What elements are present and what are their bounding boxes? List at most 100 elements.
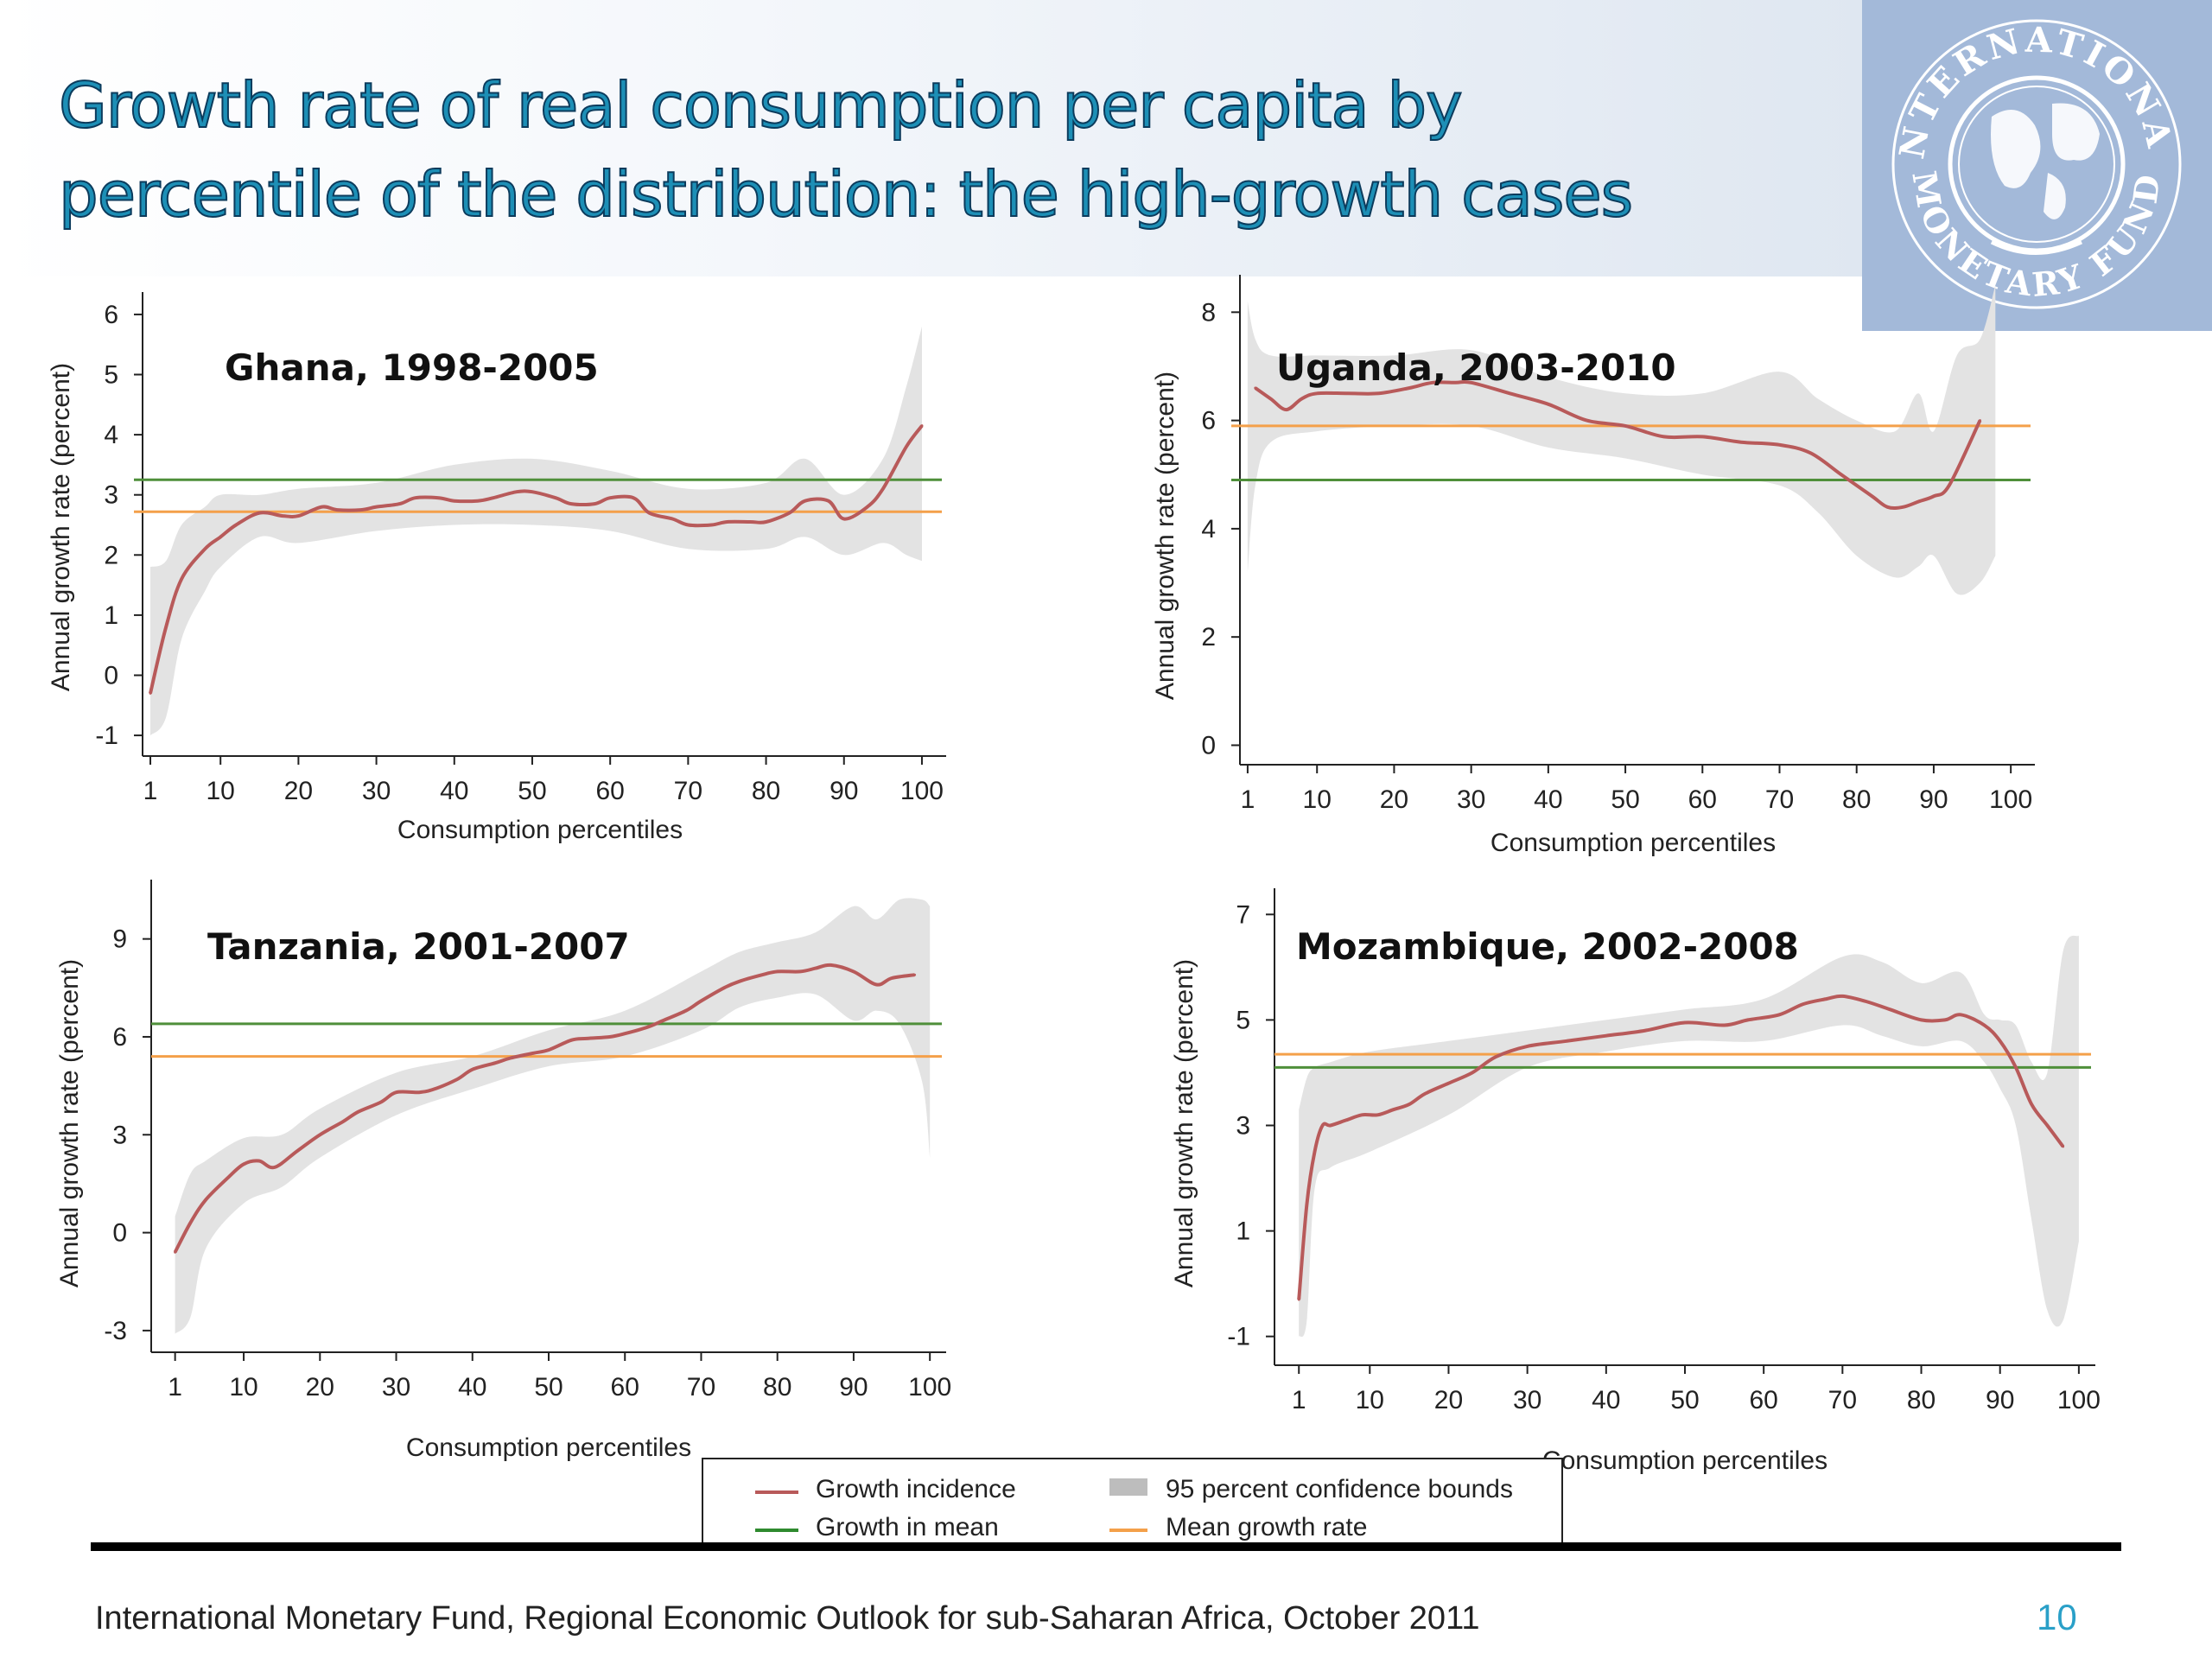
uganda-growth-incidence-line (1254, 379, 1982, 511)
tanzania-growth-incidence-point (814, 967, 817, 970)
uganda-growth-incidence-point (1269, 397, 1273, 401)
ghana-growth-incidence-point (453, 499, 456, 503)
imf-seal-icon: INTERNATIONAL MONETARY FUND (1848, 0, 2182, 309)
chart-ghana: -1 0 1 2 3 4 5 6 1 10 20 30 40 50 60 70 80 90 100 Ghana, 19… (35, 276, 968, 873)
ghana-growth-incidence-point (765, 520, 768, 524)
ghana-growth-incidence-point (296, 514, 300, 518)
ghana-growth-incidence-point (671, 518, 674, 521)
uganda-growth-incidence-point (1901, 505, 1904, 509)
mozambique-y-tick-label: 3 (1236, 1112, 1250, 1141)
uganda-x-tick-label: 10 (1303, 785, 1332, 814)
tanzania-x-tick-label: 100 (908, 1373, 951, 1402)
uganda-x-tick-label: 90 (1919, 785, 1948, 814)
uganda-growth-incidence-point (1885, 505, 1889, 509)
ghana-growth-incidence-point (515, 490, 518, 493)
tanzania-x-tick-label: 80 (763, 1373, 791, 1402)
mozambique-y-tick-label: 5 (1236, 1006, 1250, 1034)
mozambique-x-axis-label: Consumption percentiles (1542, 1446, 1827, 1475)
mozambique-x-tick-label: 40 (1592, 1386, 1620, 1414)
tanzania-x-tick-label: 40 (458, 1373, 486, 1402)
mozambique-growth-incidence-point (1959, 1013, 1962, 1016)
uganda-growth-incidence-point (1408, 386, 1411, 390)
ghana-growth-incidence-point (569, 502, 573, 505)
legend-label-mean-growth-rate: Mean growth rate (1166, 1513, 1368, 1541)
mozambique-growth-incidence-point (1376, 1113, 1379, 1116)
mozambique-growth-incidence-point (2030, 1103, 2033, 1106)
tanzania-y-tick-label: 0 (112, 1219, 127, 1248)
mozambique-growth-incidence-point (1526, 1045, 1529, 1048)
tanzania-chart-title: Tanzania, 2001-2007 (207, 925, 630, 968)
ghana-x-tick-label: 70 (674, 777, 702, 805)
mozambique-x-tick-label: 100 (2057, 1386, 2101, 1414)
mozambique-growth-incidence-point (2062, 1145, 2065, 1148)
uganda-growth-incidence-point (1948, 484, 1951, 487)
mozambique-growth-incidence-point (1423, 1092, 1427, 1096)
uganda-growth-incidence-point (1840, 473, 1843, 476)
ghana-x-tick-label: 50 (518, 777, 546, 805)
tanzania-growth-incidence-point (798, 969, 802, 973)
tanzania-growth-incidence-point (661, 1019, 664, 1022)
tanzania-x-tick-label: 10 (229, 1373, 257, 1402)
uganda-growth-incidence-point (1700, 435, 1704, 438)
mozambique-growth-incidence-point (1840, 995, 1844, 998)
ghana-growth-incidence-point (709, 524, 713, 526)
mozambique-growth-incidence-point (1446, 1082, 1450, 1085)
ghana-chart-title: Ghana, 1998-2005 (225, 346, 599, 389)
ghana-growth-incidence-point (531, 490, 534, 493)
mozambique-growth-incidence-point (1392, 1108, 1395, 1111)
tanzania-x-tick-label: 60 (611, 1373, 639, 1402)
mozambique-growth-incidence-point (1825, 997, 1828, 1001)
uganda-x-tick-label: 50 (1611, 785, 1639, 814)
ghana-growth-incidence-point (749, 520, 753, 524)
uganda-growth-incidence-point (1624, 424, 1627, 428)
legend-swatch-growth-in-mean (755, 1529, 798, 1532)
tanzania-growth-incidence-point (341, 1120, 345, 1123)
slide-title-line-1: Growth rate of real consumption per capi… (58, 68, 1464, 143)
mozambique-growth-incidence-point (1777, 1013, 1781, 1016)
mozambique-growth-incidence-point (1888, 1007, 1891, 1011)
tanzania-growth-incidence-point (890, 976, 893, 980)
page-number: 10 (2037, 1597, 2077, 1637)
tanzania-growth-incidence-point (257, 1159, 261, 1162)
uganda-growth-incidence-point (1547, 403, 1550, 406)
tanzania-growth-incidence-point (226, 1175, 230, 1179)
uganda-growth-incidence-point (1431, 381, 1434, 385)
uganda-y-axis-label: Annual growth rate (percent) (1151, 372, 1179, 700)
tanzania-growth-incidence-point (318, 1133, 321, 1136)
ghana-growth-incidence-point (398, 502, 402, 505)
title-band (0, 0, 1862, 276)
tanzania-growth-incidence-point (699, 999, 702, 1002)
tanzania-growth-incidence-line (173, 963, 915, 1254)
ghana-x-axis-label: Consumption percentiles (397, 816, 683, 844)
ghana-growth-incidence-point (608, 496, 612, 499)
uganda-growth-incidence-point (1739, 441, 1743, 444)
ghana-x-tick-label: 20 (284, 777, 313, 805)
uganda-x-tick-label: 20 (1380, 785, 1408, 814)
ghana-growth-incidence-point (437, 496, 441, 499)
chart-legend: Growth incidence Growth in mean 95 perce… (702, 1458, 1563, 1545)
tanzania-x-tick-label: 90 (839, 1373, 868, 1402)
tanzania-x-axis-label: Consumption percentiles (406, 1433, 691, 1462)
uganda-growth-incidence-point (1662, 435, 1666, 438)
footer-rule (91, 1542, 2121, 1551)
uganda-growth-incidence-point (1454, 381, 1458, 385)
tanzania-growth-incidence-point (547, 1048, 550, 1052)
mozambique-growth-incidence-point (1999, 1039, 2002, 1043)
imf-logo: INTERNATIONAL MONETARY FUND (1848, 0, 2212, 331)
uganda-growth-incidence-point (1871, 494, 1874, 498)
ghana-growth-incidence-point (257, 512, 261, 515)
mozambique-x-tick-label: 10 (1356, 1386, 1384, 1414)
mozambique-growth-incidence-point (1982, 1024, 1986, 1027)
tanzania-growth-incidence-point (174, 1250, 177, 1254)
mozambique-growth-incidence-point (1313, 1150, 1316, 1154)
ghana-y-tick-label: 1 (104, 601, 118, 630)
ghana-growth-incidence-point (234, 524, 238, 526)
uganda-growth-incidence-point (1377, 391, 1381, 395)
uganda-x-axis-label: Consumption percentiles (1491, 829, 1776, 857)
tanzania-growth-incidence-point (623, 1032, 626, 1035)
ghana-x-tick-label: 100 (900, 777, 944, 805)
ghana-growth-incidence-point (281, 514, 284, 518)
mozambique-growth-incidence-point (1865, 1000, 1868, 1003)
ghana-y-tick-label: 3 (104, 481, 118, 510)
mozambique-growth-incidence-point (1494, 1055, 1497, 1058)
